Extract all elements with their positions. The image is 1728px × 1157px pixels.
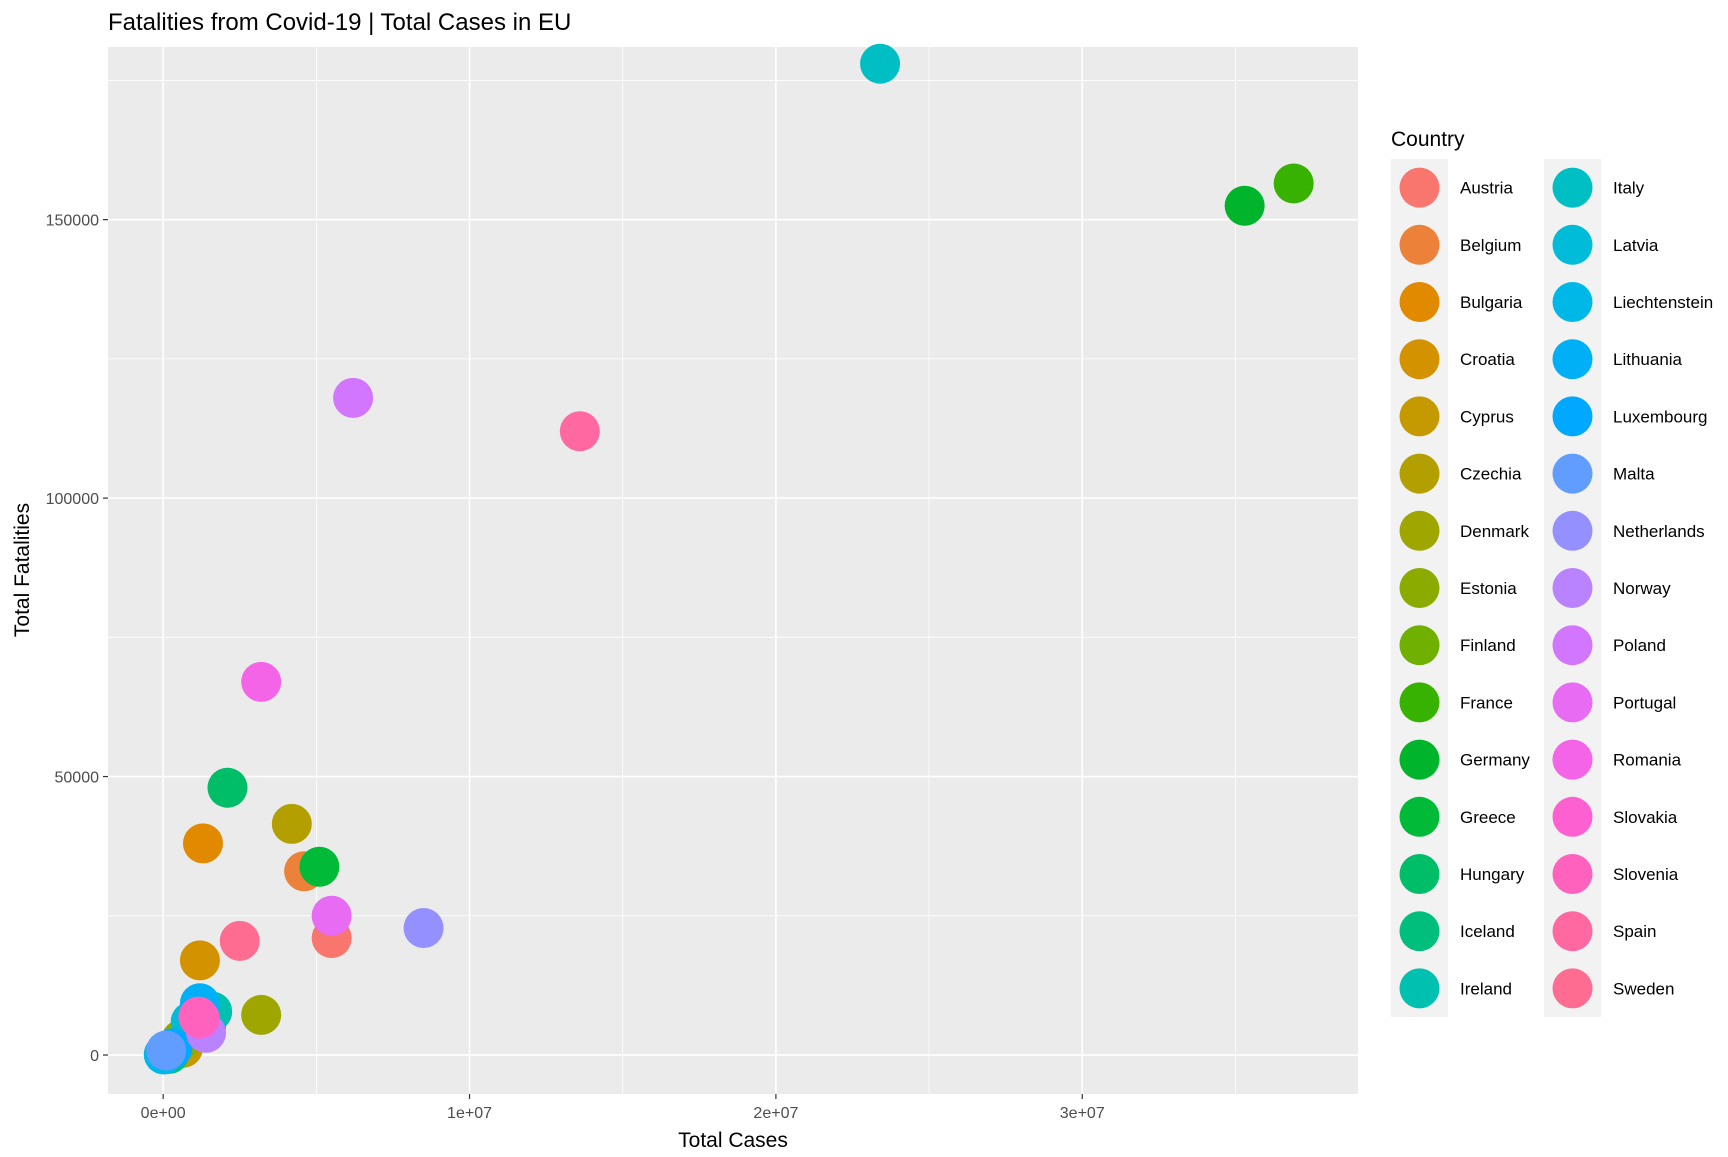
data-point-italy: Italy: [860, 43, 901, 84]
y-tick-label: 50000: [55, 770, 100, 787]
legend-label: Spain: [1613, 922, 1656, 941]
legend-key-romania: [1552, 739, 1593, 780]
legend-key-czechia: [1399, 453, 1440, 494]
x-tick-label: 3e+07: [1060, 1105, 1105, 1122]
data-point-slovenia: Slovenia: [178, 996, 219, 1037]
legend-key-portugal: [1552, 682, 1593, 723]
legend-key-hungary: [1399, 854, 1440, 894]
legend-label: Austria: [1460, 179, 1513, 198]
legend-label: Finland: [1460, 636, 1516, 655]
legend-label: Lithuania: [1613, 350, 1683, 369]
y-axis-label: Total Fatalities: [11, 503, 34, 637]
legend-label: Ireland: [1460, 979, 1512, 998]
legend-label: Malta: [1613, 465, 1655, 484]
data-point-france: France: [1273, 163, 1314, 204]
legend-key-ireland: [1399, 968, 1440, 1009]
data-point-malta: Malta: [146, 1030, 187, 1071]
legend-label: Latvia: [1613, 236, 1659, 255]
axes: 0e+00 1e+07 2e+07 3e+07 0 50000 100000 150000: [46, 213, 1105, 1122]
legend-key-belgium: [1399, 224, 1440, 265]
legend-key-norway: [1552, 568, 1593, 608]
data-point-netherlands: Netherlands: [403, 908, 444, 949]
data-point-croatia: Croatia: [179, 940, 220, 981]
data-point-greece: Greece: [299, 846, 340, 887]
legend-key-spain: [1552, 911, 1593, 952]
chart-title: Fatalities from Covid-19 | Total Cases i…: [108, 9, 571, 36]
data-point-romania: Romania: [241, 661, 282, 702]
legend-key-sweden: [1552, 968, 1593, 1009]
legend-key-poland: [1552, 625, 1593, 666]
legend-label: Liechtenstein: [1613, 293, 1713, 312]
x-axis-label: Total Cases: [678, 1129, 788, 1152]
x-tick-label: 2e+07: [753, 1105, 798, 1122]
data-point-bulgaria: Bulgaria: [182, 823, 223, 864]
data-point-germany: Germany: [1224, 185, 1265, 226]
legend-key-iceland: [1399, 911, 1440, 952]
data-point-poland: Poland: [333, 377, 374, 418]
legend-key-cyprus: [1399, 396, 1440, 437]
legend-label: Cyprus: [1460, 407, 1514, 426]
legend-key-croatia: [1399, 339, 1440, 380]
y-tick-label: 0: [90, 1048, 99, 1065]
data-point-portugal: Portugal: [311, 895, 352, 936]
plot-panel: [108, 47, 1358, 1094]
legend-label: Germany: [1460, 751, 1530, 770]
x-tick-label: 0e+00: [141, 1105, 186, 1122]
data-point-denmark: Denmark: [241, 994, 282, 1035]
legend-key-estonia: [1399, 568, 1440, 608]
legend-label: Hungary: [1460, 865, 1525, 884]
legend-key-bulgaria: [1399, 282, 1440, 322]
y-tick-label: 150000: [46, 213, 99, 230]
legend-label: Romania: [1613, 751, 1682, 770]
legend-label: Bulgaria: [1460, 293, 1523, 312]
legend-key-italy: [1552, 167, 1593, 208]
legend-title: Country: [1391, 128, 1465, 151]
legend-key-lithuania: [1552, 339, 1593, 380]
legend-label: Estonia: [1460, 579, 1517, 598]
legend-label: Belgium: [1460, 236, 1521, 255]
legend-key-luxembourg: [1552, 396, 1593, 437]
legend-key-slovenia: [1552, 854, 1593, 894]
legend-label: Netherlands: [1613, 522, 1705, 541]
legend-key-liechtenstein: [1552, 282, 1593, 322]
legend-key-france: [1399, 682, 1440, 723]
legend-label: Portugal: [1613, 693, 1676, 712]
data-point-czechia: Czechia: [271, 803, 312, 844]
legend-label: Denmark: [1460, 522, 1529, 541]
legend-label: France: [1460, 693, 1513, 712]
legend-label: Czechia: [1460, 465, 1522, 484]
data-point-spain: Spain: [559, 411, 600, 452]
legend-label: Luxembourg: [1613, 407, 1708, 426]
legend-label: Sweden: [1613, 979, 1674, 998]
x-tick-label: 1e+07: [447, 1105, 492, 1122]
legend-label: Greece: [1460, 808, 1516, 827]
legend-key-malta: [1552, 453, 1593, 494]
legend-label: Croatia: [1460, 350, 1515, 369]
data-point-sweden: Sweden: [219, 920, 260, 961]
legend-label: Norway: [1613, 579, 1671, 598]
legend-label: Slovakia: [1613, 808, 1678, 827]
legend-items: Austria Belgium Bulgaria Croatia Cyprus Czech…: [1391, 159, 1713, 1017]
grid-lines: [108, 47, 1358, 1094]
data-points: AustriaBelgiumBulgariaCroatiaCyprusCzech…: [143, 43, 1314, 1075]
legend-key-germany: [1399, 739, 1440, 780]
legend-key-greece: [1399, 796, 1440, 837]
legend-label: Italy: [1613, 179, 1645, 198]
legend-key-netherlands: [1552, 510, 1593, 551]
legend-key-latvia: [1552, 224, 1593, 265]
legend-key-finland: [1399, 625, 1440, 666]
legend-label: Slovenia: [1613, 865, 1679, 884]
legend-key-austria: [1399, 167, 1440, 208]
y-tick-label: 100000: [46, 491, 99, 508]
legend-key-slovakia: [1552, 796, 1593, 837]
legend-key-denmark: [1399, 510, 1440, 551]
legend-label: Poland: [1613, 636, 1666, 655]
legend-label: Iceland: [1460, 922, 1515, 941]
data-point-hungary: Hungary: [207, 767, 248, 808]
legend: Country Austria Belgium Bulgaria Croatia Cyp…: [1391, 128, 1713, 1017]
